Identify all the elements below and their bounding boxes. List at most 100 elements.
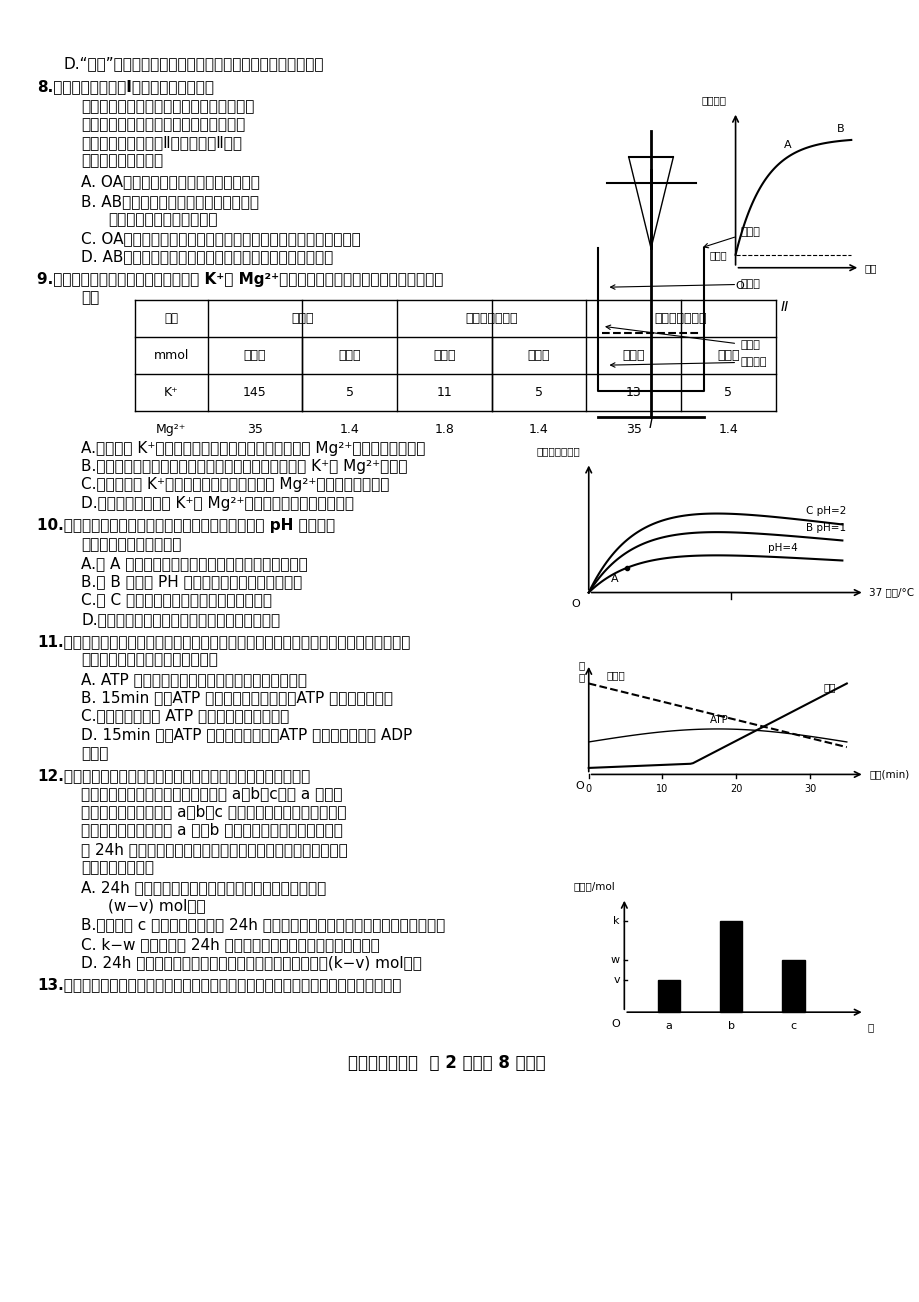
Text: 细胞内: 细胞内: [244, 349, 266, 362]
Text: 145: 145: [243, 385, 267, 398]
Text: C.在 C 点，将温度升高，反应速率可能增大: C.在 C 点，将温度升高，反应速率可能增大: [82, 592, 272, 608]
Text: B.在 B 点，将 PH 增大一倍，反应速率可能增大: B.在 B 点，将 PH 增大一倍，反应速率可能增大: [82, 574, 302, 590]
Text: 血浆中: 血浆中: [716, 349, 739, 362]
Text: 酶促进反应速率: 酶促进反应速率: [536, 447, 579, 456]
Text: A. 24h 内待测深度水体中生物有氧呼吸消耗的氧气量是: A. 24h 内待测深度水体中生物有氧呼吸消耗的氧气量是: [82, 880, 326, 894]
Text: 单位: 单位: [165, 312, 178, 326]
Text: A. ATP 是能量的直接来源，因此在细胞内含量较多: A. ATP 是能量的直接来源，因此在细胞内含量较多: [82, 672, 307, 686]
Text: 血浆中: 血浆中: [528, 349, 550, 362]
Text: 操作如下：取三个相同的透明玻璃瓶 a、b、c，将 a 先以黑: 操作如下：取三个相同的透明玻璃瓶 a、b、c，将 a 先以黑: [82, 786, 343, 801]
Text: B pH=1: B pH=1: [806, 523, 845, 534]
Text: 瓶: 瓶: [867, 1022, 872, 1032]
Text: O: O: [610, 1018, 619, 1029]
Text: 10: 10: [655, 784, 668, 793]
Text: 8.某同学设计了如图Ⅰ所示的渗透作用实验: 8.某同学设计了如图Ⅰ所示的渗透作用实验: [37, 79, 214, 94]
Text: 零液面: 零液面: [703, 228, 759, 247]
Text: 细胞内: 细胞内: [433, 349, 455, 362]
Text: 经 24h 后取出，测定两瓶中水内氧含量，结果如图所示。则下: 经 24h 后取出，测定两瓶中水内氧含量，结果如图所示。则下: [82, 842, 348, 857]
Text: 1.4: 1.4: [339, 423, 359, 436]
Text: 液面高度: 液面高度: [701, 95, 726, 105]
Text: 13.下图是某植物一天中光合速率变化曲线，假设温度不变，据图判断下列叙述正确的是: 13.下图是某植物一天中光合速率变化曲线，假设温度不变，据图判断下列叙述正确的是: [37, 976, 401, 992]
Text: D. 24h 内待测深度水体中生物光合作用产生的氧气量是(k−v) mol／瓶: D. 24h 内待测深度水体中生物光合作用产生的氧气量是(k−v) mol／瓶: [82, 956, 422, 970]
Text: 记为零液面。实验开始后，长颈漏斗内部: 记为零液面。实验开始后，长颈漏斗内部: [82, 117, 245, 132]
Text: 0: 0: [585, 784, 591, 793]
Text: B.鱼藤酵可能是通过抑制红细胞的有氧呼吸，从而影响 K⁺和 Mg²⁺的运输: B.鱼藤酵可能是通过抑制红细胞的有氧呼吸，从而影响 K⁺和 Mg²⁺的运输: [82, 458, 407, 474]
Text: 11.用一定浓度的葡萄糖溶液培养酵母菌，先有氧，后转到无氧条件。有关物质浓度变化如: 11.用一定浓度的葡萄糖溶液培养酵母菌，先有氧，后转到无氧条件。有关物质浓度变化…: [37, 634, 410, 650]
Text: (w−v) mol／瓶: (w−v) mol／瓶: [108, 898, 206, 913]
Text: A. OA段液面上升的速率是先加快后减慢: A. OA段液面上升的速率是先加快后减慢: [82, 174, 260, 189]
Text: 胆胰膜: 胆胰膜: [606, 326, 759, 350]
Text: 1.4: 1.4: [528, 423, 549, 436]
Text: a: a: [664, 1021, 672, 1031]
Text: D.“微泡”和血管上皮细胞能夠融合与细胞膜的选择透过性有关: D.“微泡”和血管上皮细胞能夠融合与细胞膜的选择透过性有关: [63, 56, 323, 70]
Text: 液面的变化趨势为图Ⅱ，下列对图Ⅱ有关: 液面的变化趨势为图Ⅱ，下列对图Ⅱ有关: [82, 135, 243, 150]
Text: 蔗糖溶液: 蔗糖溶液: [610, 357, 766, 367]
Text: 10.如图表示人体内某种酶促反应的反应速率受温度和 pH 的影响情: 10.如图表示人体内某种酶促反应的反应速率受温度和 pH 的影响情: [37, 518, 335, 534]
Text: A.鱼藤酶对 K⁺的载体的生理功能有抑制作用，不抑制 Mg²⁺的载体的生理功能: A.鱼藤酶对 K⁺的载体的生理功能有抑制作用，不抑制 Mg²⁺的载体的生理功能: [82, 440, 425, 456]
Text: C pH=2: C pH=2: [806, 506, 846, 517]
Text: c: c: [789, 1021, 796, 1031]
Text: 酒精: 酒精: [823, 682, 835, 691]
Text: 5: 5: [346, 385, 353, 398]
Text: D. AB段液面不再上升的原因是脹肥膜两侧的溶液浓度相等: D. AB段液面不再上升的原因是脹肥膜两侧的溶液浓度相等: [82, 250, 334, 264]
Text: 时间: 时间: [864, 263, 876, 272]
Bar: [781, 960, 804, 1012]
Text: pH=4: pH=4: [767, 543, 797, 553]
Text: 和磷酸: 和磷酸: [82, 746, 108, 760]
Text: O: O: [735, 281, 743, 290]
Text: II: II: [779, 301, 788, 314]
Text: B. 15min 时，ATP 产生的速率开始下降，ATP 浓度也开始下降: B. 15min 时，ATP 产生的速率开始下降，ATP 浓度也开始下降: [82, 690, 393, 704]
Text: 1.8: 1.8: [434, 423, 454, 436]
Text: 现象的分析正确的是: 现象的分析正确的是: [82, 154, 164, 168]
Text: 37 温度/°C: 37 温度/°C: [868, 587, 913, 598]
Text: 下图所示，下列相关说法正确的是: 下图所示，下列相关说法正确的是: [82, 652, 218, 668]
Text: ATP: ATP: [709, 715, 728, 725]
Text: 处理前: 处理前: [290, 312, 313, 326]
Text: C.乌本苷抑制 K⁺的载体的生理功能而不影响 Mg²⁺的载体的生理功能: C.乌本苷抑制 K⁺的载体的生理功能而不影响 Mg²⁺的载体的生理功能: [82, 477, 390, 492]
Text: 用鱼藤酮处理后: 用鱼藤酮处理后: [465, 312, 517, 326]
Text: b: b: [727, 1021, 734, 1031]
Text: 零液面: 零液面: [709, 250, 726, 259]
Text: B. AB段液面不再上升的直接原因是脹肥: B. AB段液面不再上升的直接原因是脹肥: [82, 194, 259, 208]
Text: B.如果没有 c 瓶，也可以计算出 24h 内待测深度水体中生物光合作用产生的氧气量: B.如果没有 c 瓶，也可以计算出 24h 内待测深度水体中生物光合作用产生的氧…: [82, 918, 445, 932]
Text: mmol: mmol: [153, 349, 188, 362]
Text: 血浆中: 血浆中: [338, 349, 360, 362]
Text: 装置，实验开始时长颈漏斗内外液面平齐，: 装置，实验开始时长颈漏斗内外液面平齐，: [82, 99, 255, 113]
Text: k: k: [613, 917, 619, 926]
Text: Mg²⁺: Mg²⁺: [156, 423, 187, 436]
Text: 《高三生物试题  第 2 页（共 8 页）》: 《高三生物试题 第 2 页（共 8 页）》: [347, 1053, 545, 1072]
Text: 5: 5: [535, 385, 542, 398]
Text: D. 15min 时，ATP 的消耗开始增加，ATP 分子开始分解为 ADP: D. 15min 时，ATP 的消耗开始增加，ATP 分子开始分解为 ADP: [82, 728, 413, 742]
Text: 11: 11: [436, 385, 452, 398]
Text: 浓
度: 浓 度: [577, 660, 584, 682]
Text: 胶布，再包以铝箔。用 a、b、c 三瓶从待测深度水体取水，测: 胶布，再包以铝箔。用 a、b、c 三瓶从待测深度水体取水，测: [82, 805, 346, 819]
Text: A: A: [784, 141, 791, 150]
Text: 定瓶中水内氧含量。将 a 瓶、b 瓶密封再沉入待测深度水体，: 定瓶中水内氧含量。将 a 瓶、b 瓶密封再沉入待测深度水体，: [82, 823, 343, 837]
Text: w: w: [610, 956, 619, 965]
Text: 蒸馏水: 蒸馏水: [610, 279, 759, 289]
Text: 5: 5: [723, 385, 732, 398]
Text: D.正常情况下血浆中 K⁺和 Mg²⁺均通过协助扩散进入红细胞: D.正常情况下血浆中 K⁺和 Mg²⁺均通过协助扩散进入红细胞: [82, 496, 354, 512]
Text: v: v: [613, 975, 619, 984]
Text: 用乌本苷处理后: 用乌本苷处理后: [654, 312, 707, 326]
Text: 13: 13: [625, 385, 641, 398]
Text: 1.4: 1.4: [718, 423, 737, 436]
Text: 35: 35: [625, 423, 641, 436]
Text: 膜两侧水分子进出速率相等: 膜两侧水分子进出速率相等: [108, 212, 218, 227]
Text: I: I: [648, 417, 652, 431]
Text: 列表述不正确的是: 列表述不正确的是: [82, 861, 154, 875]
Text: 12.某同学研究甲湖水中某深度生物的光合作用和有氧呼吸。具体: 12.某同学研究甲湖水中某深度生物的光合作用和有氧呼吸。具体: [37, 768, 310, 783]
Text: C.细胞代谢所需的 ATP 可在细胞质基质中产生: C.细胞代谢所需的 ATP 可在细胞质基质中产生: [82, 708, 289, 723]
Text: K⁺: K⁺: [164, 385, 178, 398]
Text: 氧含量/mol: 氧含量/mol: [573, 881, 615, 892]
Text: D.该酶不能反映唤液淠粉酶催化能力的变化特征: D.该酶不能反映唤液淠粉酶催化能力的变化特征: [82, 612, 280, 628]
Text: A: A: [610, 574, 618, 585]
Text: C. k−w 可用来表示 24h 内待测深度水体中植物的光合作用净値: C. k−w 可用来表示 24h 内待测深度水体中植物的光合作用净値: [82, 937, 380, 952]
Text: 葡萄糖: 葡萄糖: [606, 671, 625, 681]
Text: 35: 35: [247, 423, 263, 436]
Bar: [720, 922, 742, 1012]
Text: 30: 30: [803, 784, 815, 793]
Text: 细胞内: 细胞内: [622, 349, 644, 362]
Bar: [657, 979, 679, 1012]
Text: 20: 20: [730, 784, 742, 793]
